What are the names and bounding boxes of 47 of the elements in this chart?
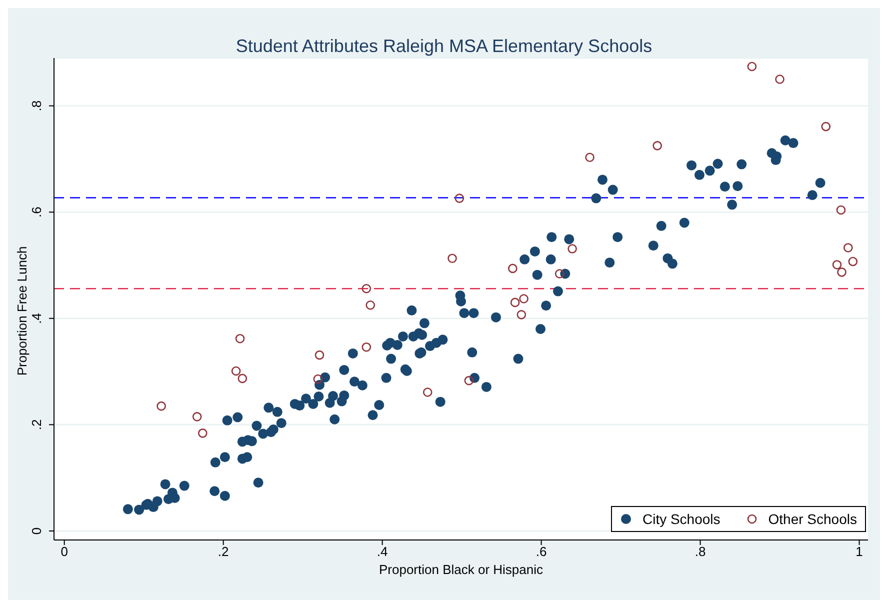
x-tick-label: .2 [218, 544, 229, 560]
point [313, 374, 323, 384]
y-tick-label: .8 [29, 100, 44, 112]
point [836, 205, 846, 215]
chart-title: Student Attributes Raleigh MSA Elementary Schools [234, 36, 654, 57]
point [366, 300, 376, 310]
point [231, 366, 241, 376]
y-axis-title: Proportion Free Lunch [14, 246, 30, 376]
x-tick-label: .6 [536, 544, 547, 560]
point [156, 401, 166, 411]
point [848, 256, 858, 266]
point [747, 62, 757, 72]
point [843, 243, 853, 252]
y-tick-label: .6 [29, 206, 44, 218]
point [832, 260, 842, 270]
point [585, 152, 594, 162]
point [510, 298, 520, 308]
point [192, 412, 202, 422]
point [198, 428, 208, 438]
point [238, 374, 248, 384]
point [454, 194, 464, 203]
x-tick-label: 0 [60, 544, 68, 560]
point [508, 264, 518, 274]
point [362, 284, 372, 294]
x-tick-label: .8 [694, 544, 706, 560]
point [235, 334, 245, 344]
point [448, 254, 457, 263]
y-tick-label: .2 [29, 419, 44, 430]
point [652, 141, 662, 150]
x-tick-label: 1 [856, 544, 863, 560]
point [516, 310, 526, 320]
point [568, 244, 577, 254]
legend-label: Other Schools [768, 511, 857, 527]
x-tick-label: .4 [376, 544, 388, 560]
point [362, 342, 372, 352]
y-tick-label: .4 [29, 312, 44, 324]
point [821, 122, 831, 132]
legend-label: City Schools [642, 511, 720, 527]
point [464, 376, 474, 386]
point [314, 350, 324, 360]
point [519, 294, 528, 304]
point [837, 268, 846, 277]
point [775, 74, 784, 84]
y-tick-label: 0 [29, 527, 44, 535]
point [422, 388, 432, 397]
point [554, 269, 564, 278]
x-axis-title: Proportion Black or Hispanic [378, 562, 544, 577]
